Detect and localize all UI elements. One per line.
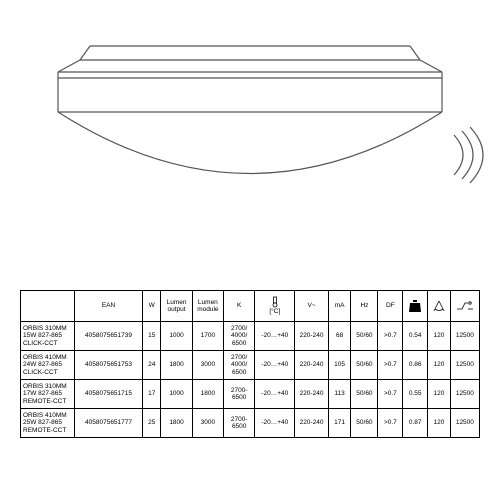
cell-v: 220-240 (295, 322, 328, 351)
cell-ma: 113 (328, 380, 351, 409)
cell-ean: 4058075651715 (75, 380, 143, 409)
cell-v: 220-240 (295, 351, 328, 380)
cell-switch: 12500 (450, 409, 479, 438)
col-temp: [°C] (255, 291, 295, 322)
sensor-waves-icon (448, 125, 488, 185)
cell-lumen-output: 1800 (161, 409, 192, 438)
cell-lumen-module: 3000 (192, 409, 223, 438)
col-ma: mA (328, 291, 351, 322)
cell-lumen-module: 1700 (192, 322, 223, 351)
cell-temp: -20…+40 (255, 380, 295, 409)
col-lumen-module: Lumen module (192, 291, 223, 322)
cell-switch: 12500 (450, 351, 479, 380)
switch-cycles-icon (456, 300, 474, 312)
cell-name: ORBIS 410MM 24W 827-865 CLICK-CCT (21, 351, 75, 380)
cell-weight: 0.86 (403, 351, 428, 380)
cell-name: ORBIS 310MM 15W 827-865 CLICK-CCT (21, 322, 75, 351)
temp-unit: [°C] (269, 308, 280, 315)
cell-w: 24 (143, 351, 161, 380)
col-lumen-output: Lumen output (161, 291, 192, 322)
col-icon-switch (450, 291, 479, 322)
header-row: EAN W Lumen output Lumen module K [°C] V… (21, 291, 480, 322)
cell-ma: 171 (328, 409, 351, 438)
cell-w: 17 (143, 380, 161, 409)
cell-w: 15 (143, 322, 161, 351)
col-df: DF (378, 291, 403, 322)
cell-k: 2700/ 4000/ 6500 (224, 351, 255, 380)
cell-name: ORBIS 310MM 17W 827-865 REMOTE-CCT (21, 380, 75, 409)
cell-w: 25 (143, 409, 161, 438)
col-icon-weight (403, 291, 428, 322)
cell-weight: 0.87 (403, 409, 428, 438)
page: EAN W Lumen output Lumen module K [°C] V… (0, 0, 500, 500)
table-row: ORBIS 310MM 17W 827-865 REMOTE-CCT405807… (21, 380, 480, 409)
cell-beam: 120 (428, 409, 451, 438)
cell-weight: 0.54 (403, 322, 428, 351)
cell-temp: -20…+40 (255, 322, 295, 351)
cell-ma: 68 (328, 322, 351, 351)
table: EAN W Lumen output Lumen module K [°C] V… (20, 290, 480, 438)
cell-hz: 50/60 (351, 409, 378, 438)
cell-k: 2700- 6500 (224, 380, 255, 409)
weight-icon (408, 299, 422, 313)
cell-ean: 4058075651739 (75, 322, 143, 351)
cell-lumen-module: 3000 (192, 351, 223, 380)
spec-table: EAN W Lumen output Lumen module K [°C] V… (20, 290, 480, 438)
cell-switch: 12500 (450, 380, 479, 409)
cell-lumen-output: 1000 (161, 322, 192, 351)
cell-hz: 50/60 (351, 322, 378, 351)
cell-lumen-output: 1000 (161, 380, 192, 409)
table-row: ORBIS 310MM 15W 827-865 CLICK-CCT4058075… (21, 322, 480, 351)
cell-beam: 120 (428, 351, 451, 380)
cell-k: 2700/ 4000/ 6500 (224, 322, 255, 351)
col-v: V~ (295, 291, 328, 322)
cell-hz: 50/60 (351, 380, 378, 409)
cell-df: >0.7 (378, 380, 403, 409)
product-diagram (30, 20, 470, 245)
cell-df: >0.7 (378, 351, 403, 380)
cell-lumen-output: 1800 (161, 351, 192, 380)
col-k: K (224, 291, 255, 322)
cell-beam: 120 (428, 322, 451, 351)
cell-v: 220-240 (295, 409, 328, 438)
col-ean: EAN (75, 291, 143, 322)
cell-temp: -20…+40 (255, 409, 295, 438)
cell-weight: 0.55 (403, 380, 428, 409)
cell-df: >0.7 (378, 409, 403, 438)
cell-df: >0.7 (378, 322, 403, 351)
cell-ean: 4058075651777 (75, 409, 143, 438)
table-row: ORBIS 410MM 24W 827-865 CLICK-CCT4058075… (21, 351, 480, 380)
col-name (21, 291, 75, 322)
cell-ma: 105 (328, 351, 351, 380)
cell-beam: 120 (428, 380, 451, 409)
col-hz: Hz (351, 291, 378, 322)
cell-switch: 12500 (450, 322, 479, 351)
cell-hz: 50/60 (351, 351, 378, 380)
cell-name: ORBIS 410MM 25W 827-865 REMOTE-CCT (21, 409, 75, 438)
cell-k: 2700- 6500 (224, 409, 255, 438)
table-row: ORBIS 410MM 25W 827-865 REMOTE-CCT405807… (21, 409, 480, 438)
col-w: W (143, 291, 161, 322)
cell-v: 220-240 (295, 380, 328, 409)
cell-ean: 4058075651753 (75, 351, 143, 380)
cell-temp: -20…+40 (255, 351, 295, 380)
col-icon-beam (428, 291, 451, 322)
beam-angle-icon (432, 299, 446, 313)
cell-lumen-module: 1800 (192, 380, 223, 409)
